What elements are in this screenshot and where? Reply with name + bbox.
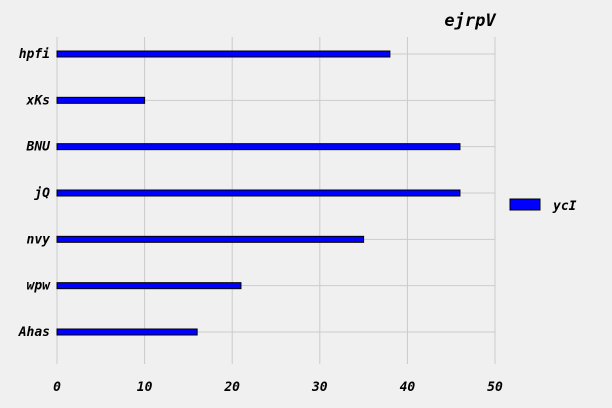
category-labels: hpfi xKs BNU jQ nvy wpw Ahas xyxy=(18,47,51,340)
bar-wpw xyxy=(56,282,242,290)
x-tick-label: 20 xyxy=(223,380,240,395)
x-tick-label: 40 xyxy=(400,380,416,395)
bar-xKs xyxy=(56,96,146,104)
category-label: hpfi xyxy=(19,47,50,62)
bar-hpfi xyxy=(56,50,391,58)
grid-lines xyxy=(56,37,496,364)
category-label: BNU xyxy=(26,140,52,155)
x-tick-label: 0 xyxy=(53,380,61,395)
x-tick-label: 30 xyxy=(311,380,328,395)
x-tick-label: 50 xyxy=(487,380,503,395)
bar-nvy xyxy=(56,235,365,243)
bars xyxy=(56,50,461,336)
legend-label: ycI xyxy=(552,199,577,214)
category-label: jQ xyxy=(33,186,50,201)
bar-Ahas xyxy=(56,328,198,336)
bar-jQ xyxy=(56,189,461,197)
x-axis-ticks: 0 10 20 30 40 50 xyxy=(53,380,503,395)
category-label: xKs xyxy=(26,93,50,108)
category-label: Ahas xyxy=(18,325,50,340)
category-label: wpw xyxy=(27,279,52,294)
legend-swatch xyxy=(509,198,541,211)
x-tick-label: 10 xyxy=(137,380,153,395)
category-label: nvy xyxy=(27,232,51,247)
chart-title: ejrpV xyxy=(444,11,496,31)
bar-BNU xyxy=(56,143,461,151)
legend: ycI xyxy=(509,198,577,214)
